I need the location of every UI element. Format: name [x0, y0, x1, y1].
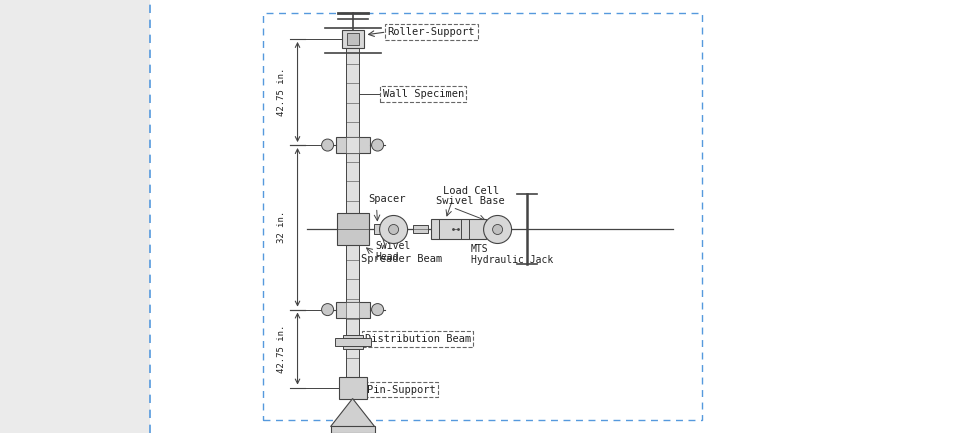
Circle shape: [372, 304, 384, 316]
Text: Swivel
Head: Swivel Head: [376, 241, 411, 262]
Text: Swivel Base: Swivel Base: [436, 197, 504, 207]
Circle shape: [372, 139, 384, 151]
Text: Spacer: Spacer: [369, 194, 406, 204]
Bar: [335, 302, 370, 317]
Text: 42.75 in.: 42.75 in.: [277, 324, 286, 373]
Text: Spreader Beam: Spreader Beam: [360, 255, 441, 265]
Bar: [346, 39, 358, 388]
Bar: [336, 213, 369, 246]
Bar: [412, 226, 428, 233]
Text: Distribution Beam: Distribution Beam: [364, 334, 470, 344]
Bar: [0, 0, 150, 433]
Bar: [330, 426, 375, 433]
Circle shape: [322, 304, 333, 316]
Bar: [334, 338, 371, 346]
Polygon shape: [330, 398, 375, 427]
Bar: [339, 377, 366, 398]
Bar: [342, 30, 363, 48]
Circle shape: [322, 139, 333, 151]
Text: 42.75 in.: 42.75 in.: [277, 68, 286, 116]
Circle shape: [380, 216, 408, 243]
Bar: [374, 224, 382, 235]
Text: Pin-Support: Pin-Support: [366, 385, 436, 394]
Bar: [346, 302, 358, 317]
Bar: [431, 220, 486, 239]
Bar: [343, 335, 362, 349]
Bar: [346, 137, 358, 153]
Text: Roller-Support: Roller-Support: [387, 27, 475, 37]
Circle shape: [484, 216, 512, 243]
Bar: [347, 33, 358, 45]
Bar: [335, 137, 370, 153]
Text: Wall Specimen: Wall Specimen: [383, 89, 464, 99]
Text: Load Cell: Load Cell: [442, 187, 498, 197]
Circle shape: [493, 224, 502, 235]
Circle shape: [388, 224, 399, 235]
Text: MTS
Hydraulic Jack: MTS Hydraulic Jack: [470, 244, 553, 265]
Text: 32 in.: 32 in.: [277, 211, 286, 243]
